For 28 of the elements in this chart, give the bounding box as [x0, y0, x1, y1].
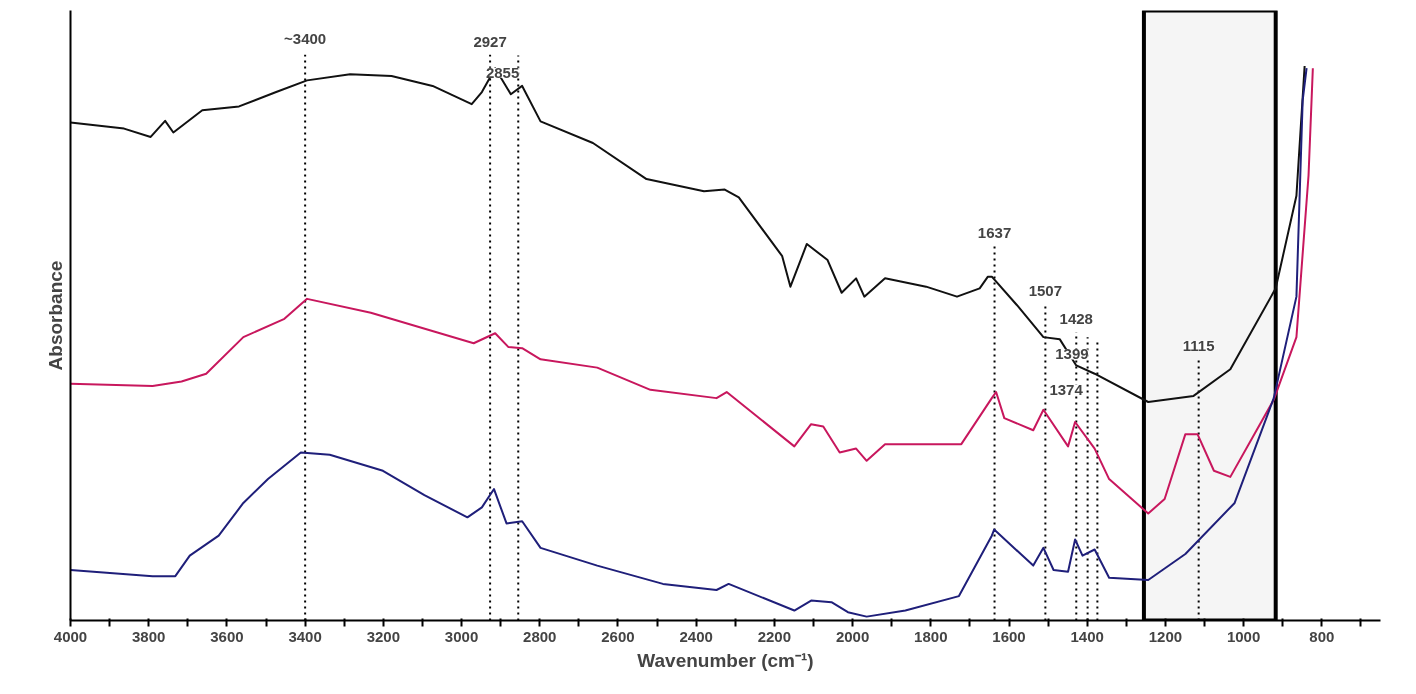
x-tick-label: 2000 — [835, 627, 870, 645]
ref-line-label: ~3400 — [284, 29, 327, 47]
y-axis-title: Absorbance — [44, 260, 66, 371]
x-tick-label: 2400 — [679, 627, 713, 645]
x-tick-label: 3400 — [288, 627, 322, 645]
x-tick-label: 3800 — [132, 627, 166, 645]
x-axis-title: Wavenumber (cm⁻¹) — [637, 649, 814, 671]
x-tick-label: 1800 — [914, 627, 948, 645]
x-tick-label: 2600 — [601, 627, 635, 645]
ref-line-label: 1428 — [1059, 309, 1093, 327]
ref-line-label: 1399 — [1055, 345, 1089, 363]
x-tick-label: 3200 — [366, 627, 401, 645]
ref-line-label: 1507 — [1028, 281, 1063, 299]
x-tick-label: 800 — [1309, 627, 1335, 645]
x-tick-label: 3000 — [444, 627, 479, 645]
x-tick-label: 1000 — [1226, 627, 1261, 645]
x-tick-label: 2200 — [757, 627, 792, 645]
x-tick-label: 4000 — [53, 627, 88, 645]
ref-line-label: 1115 — [1182, 336, 1215, 354]
x-tick-label: 1400 — [1070, 627, 1104, 645]
ref-line-label: 1637 — [977, 224, 1012, 242]
x-tick-label: 1600 — [992, 627, 1026, 645]
x-tick-label: 1200 — [1148, 627, 1183, 645]
ref-line-label: 2927 — [473, 32, 507, 50]
ref-line-label: 2855 — [485, 63, 520, 81]
ref-line-label: 1374 — [1049, 380, 1084, 398]
x-tick-label: 2800 — [523, 627, 557, 645]
x-tick-label: 3600 — [210, 627, 244, 645]
